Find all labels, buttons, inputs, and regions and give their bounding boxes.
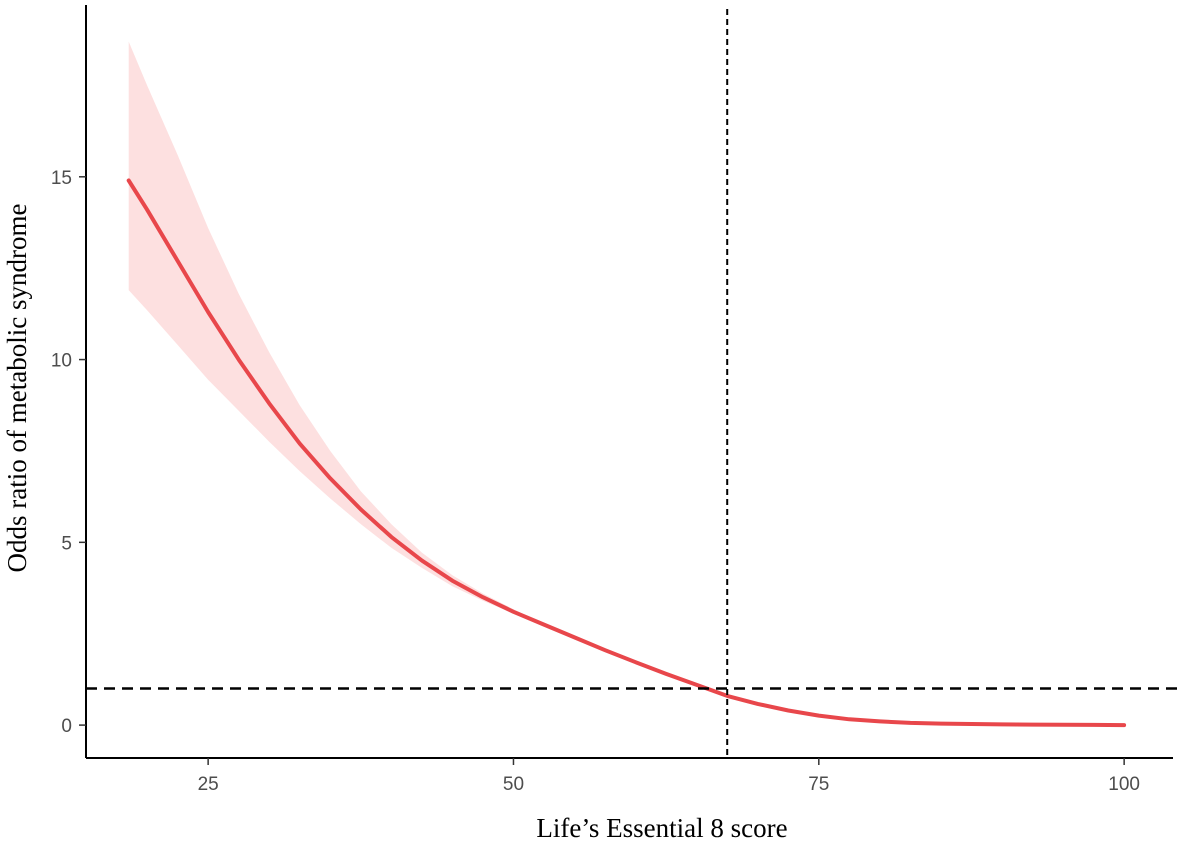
confidence-band [128,41,1125,726]
x-tick-label: 25 [198,774,219,795]
x-axis-ticks: 25 50 75 100 [198,758,1140,795]
y-tick-label: 5 [61,533,72,554]
y-axis-ticks: 0 5 10 15 [51,168,86,737]
y-tick-label: 0 [61,716,72,737]
y-tick-label: 10 [51,351,72,372]
plot-area [86,9,1177,758]
x-tick-label: 50 [503,774,524,795]
x-tick-label: 75 [808,774,829,795]
odds-ratio-line [126,178,1127,728]
x-tick-label: 100 [1108,774,1140,795]
axes: 25 50 75 100 0 5 10 15 [51,5,1173,795]
y-tick-label: 15 [51,168,72,189]
y-axis-title: Odds ratio of metabolic syndrome [2,204,32,573]
x-axis-title: Life’s Essential 8 score [536,813,787,843]
